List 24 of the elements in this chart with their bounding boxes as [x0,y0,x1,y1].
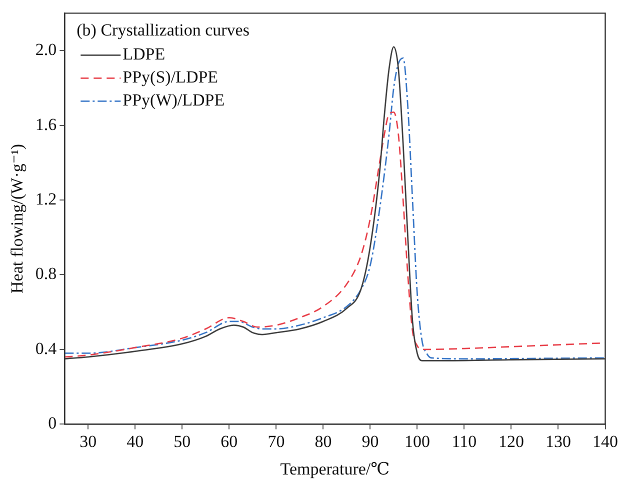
y-tick-label: 0.4 [35,338,58,358]
y-tick-label: 0.8 [35,264,57,284]
x-tick-label: 120 [498,432,524,451]
x-tick-label: 110 [452,432,477,451]
y-tick-label: 1.2 [35,189,57,208]
y-tick-label: 0 [48,414,57,433]
y-tick-label: 2.0 [35,40,57,60]
x-tick-label: 50 [174,432,191,451]
legend-label: PPy(S)/LDPE [122,68,218,87]
x-tick-label: 30 [80,432,97,451]
legend-label: LDPE [122,44,166,64]
chart-title: (b) Crystallization curves [76,20,250,40]
x-tick-label: 80 [314,432,332,451]
y-tick-label: 1.6 [35,114,57,134]
x-tick-label: 90 [362,432,379,451]
x-tick-label: 70 [268,432,285,451]
x-tick-label: 60 [220,432,238,451]
legend-label: PPy(W)/LDPE [122,90,225,110]
x-tick-label: 130 [545,432,571,451]
x-tick-label: 140 [592,432,618,451]
x-tick-label: 40 [126,432,144,451]
y-axis-title: Heat flowing/(W·g⁻¹) [8,144,27,294]
x-tick-label: 100 [404,432,430,451]
x-axis-title: Temperature/℃ [280,459,390,478]
